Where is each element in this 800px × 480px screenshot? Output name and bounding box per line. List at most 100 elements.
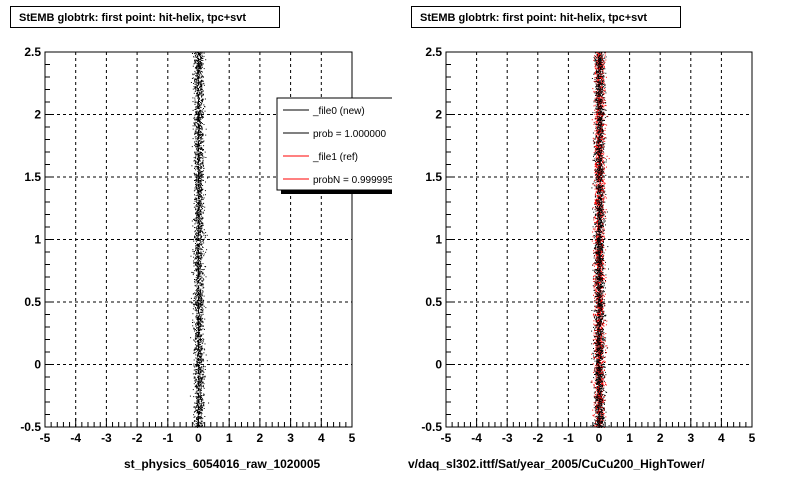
scatter-point	[195, 425, 197, 427]
scatter-point	[595, 386, 597, 388]
scatter-point	[197, 139, 199, 141]
scatter-point	[200, 237, 202, 239]
scatter-point	[198, 252, 200, 254]
scatter-point	[200, 350, 202, 352]
scatter-point	[201, 152, 203, 154]
scatter-point	[200, 398, 201, 400]
scatter-point	[201, 157, 203, 159]
scatter-point	[596, 236, 598, 238]
scatter-point	[603, 325, 605, 327]
scatter-point	[593, 414, 595, 416]
scatter-point	[600, 314, 602, 315]
scatter-point	[596, 263, 598, 265]
scatter-point	[601, 372, 603, 374]
scatter-point	[202, 382, 204, 384]
scatter-point	[595, 202, 597, 204]
scatter-point	[603, 129, 604, 131]
scatter-point	[596, 225, 598, 227]
scatter-point	[198, 77, 200, 79]
scatter-point	[196, 208, 198, 210]
scatter-point	[199, 230, 201, 232]
scatter-point	[198, 261, 200, 263]
scatter-point	[198, 234, 200, 236]
scatter-point	[204, 369, 206, 370]
scatter-point	[202, 116, 204, 118]
scatter-point	[600, 361, 602, 363]
x-tick-label: -1	[162, 431, 173, 445]
scatter-point	[598, 157, 599, 159]
scatter-point	[197, 365, 199, 366]
scatter-point	[603, 370, 605, 372]
scatter-point	[197, 244, 198, 246]
scatter-point	[197, 154, 199, 156]
scatter-point	[196, 398, 198, 400]
scatter-point	[197, 128, 199, 130]
scatter-point	[195, 180, 197, 182]
scatter-point	[200, 165, 201, 167]
scatter-point	[198, 181, 200, 183]
scatter-point	[202, 291, 204, 293]
scatter-point	[197, 82, 199, 84]
scatter-point	[592, 414, 594, 416]
scatter-point	[201, 71, 203, 73]
scatter-point	[199, 219, 201, 221]
scatter-point	[199, 239, 201, 241]
scatter-point	[597, 53, 599, 54]
scatter-point	[196, 337, 198, 339]
scatter-point	[192, 250, 194, 252]
scatter-point	[603, 334, 605, 336]
scatter-point	[198, 359, 200, 360]
scatter-point	[593, 320, 595, 322]
scatter-point	[599, 120, 601, 122]
scatter-point	[602, 399, 604, 401]
scatter-point	[603, 247, 605, 249]
scatter-point	[201, 306, 203, 308]
scatter-point	[201, 190, 203, 191]
scatter-point	[200, 341, 202, 343]
scatter-point	[596, 147, 598, 149]
scatter-point	[199, 289, 201, 291]
scatter-point	[602, 366, 604, 368]
scatter-point	[199, 160, 201, 162]
scatter-point	[595, 252, 597, 254]
scatter-point	[195, 198, 197, 200]
scatter-point	[199, 264, 201, 266]
scatter-point	[594, 339, 596, 341]
scatter-point	[598, 356, 600, 358]
scatter-point	[198, 366, 200, 368]
scatter-point	[601, 190, 603, 191]
scatter-point	[201, 299, 203, 301]
scatter-point	[198, 421, 200, 423]
scatter-point	[196, 400, 198, 402]
scatter-point	[602, 97, 603, 99]
scatter-point	[197, 244, 198, 246]
scatter-point	[597, 98, 599, 99]
scatter-point	[201, 192, 203, 194]
scatter-point	[192, 125, 194, 127]
scatter-point	[199, 86, 200, 88]
scatter-point	[597, 114, 599, 116]
scatter-point	[602, 123, 604, 125]
scatter-point	[602, 64, 604, 65]
scatter-point	[194, 80, 196, 82]
scatter-point	[197, 69, 199, 71]
scatter-point	[199, 71, 201, 73]
scatter-point	[196, 392, 198, 394]
scatter-point	[196, 345, 198, 347]
scatter-point	[199, 154, 201, 156]
scatter-point	[199, 282, 201, 284]
scatter-point	[200, 145, 202, 147]
scatter-point	[194, 132, 196, 134]
scatter-point	[195, 157, 196, 159]
scatter-point	[193, 407, 195, 408]
scatter-point	[201, 410, 203, 412]
scatter-point	[199, 190, 201, 192]
scatter-point	[197, 170, 199, 172]
scatter-point	[198, 198, 200, 200]
scatter-point	[595, 257, 597, 259]
scatter-point	[594, 67, 596, 69]
scatter-point	[199, 147, 201, 149]
scatter-point	[201, 295, 203, 297]
scatter-point	[196, 269, 197, 271]
scatter-point	[196, 210, 198, 212]
